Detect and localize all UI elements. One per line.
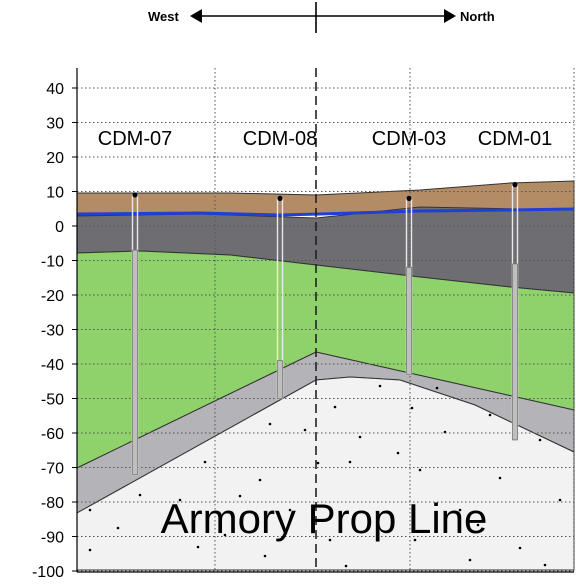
direction-north-label: North xyxy=(460,9,495,24)
well-head-marker xyxy=(277,195,283,201)
well-head-marker xyxy=(132,192,138,198)
grid-lines xyxy=(77,68,575,572)
arrow-left-icon xyxy=(190,9,202,23)
well-label: CDM-03 xyxy=(372,128,446,150)
y-tick-label: 20 xyxy=(46,150,64,167)
bedrock-dots xyxy=(88,384,562,568)
direction-west-label: West xyxy=(148,9,179,24)
y-tick-label: 40 xyxy=(46,81,64,98)
y-tick-label: -10 xyxy=(41,254,64,271)
well-screen xyxy=(406,266,412,375)
well-screen xyxy=(512,263,518,441)
well-head-marker xyxy=(512,182,518,188)
y-tick-label: -30 xyxy=(41,323,64,340)
well-label: CDM-08 xyxy=(243,128,317,150)
y-ticks: 40 30 20 10 0 -10 -20 -30 -40 -50 -60 -70 -80 -90 -100 xyxy=(32,81,77,581)
y-tick-label: -50 xyxy=(41,392,64,409)
y-tick-label: -100 xyxy=(32,564,64,581)
well-screen xyxy=(132,249,138,475)
y-tick-label: 0 xyxy=(55,219,64,236)
well-head-marker xyxy=(406,195,412,201)
water-table-line xyxy=(76,207,575,217)
prop-line-annotation: Armory Prop Line xyxy=(161,495,488,542)
y-tick-label: -20 xyxy=(41,288,64,305)
y-tick-label: -40 xyxy=(41,357,64,374)
y-tick-label: 30 xyxy=(46,116,64,133)
well-screen xyxy=(277,360,283,399)
wells: CDM-07 CDM-08 CDM-03 CDM-01 xyxy=(98,128,552,476)
arrow-right-icon xyxy=(444,9,456,23)
y-tick-label: -60 xyxy=(41,426,64,443)
y-tick-label: 10 xyxy=(46,185,64,202)
layer-bedrock xyxy=(76,376,575,571)
well-label: CDM-01 xyxy=(478,128,552,150)
y-tick-label: -70 xyxy=(41,461,64,478)
y-tick-label: -90 xyxy=(41,530,64,547)
well-label: CDM-07 xyxy=(98,128,172,150)
y-tick-label: -80 xyxy=(41,495,64,512)
